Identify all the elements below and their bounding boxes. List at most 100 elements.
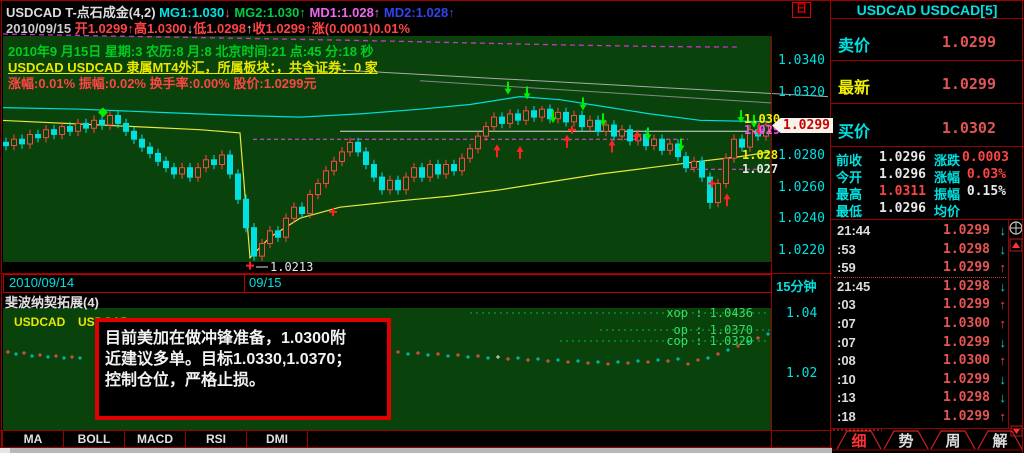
candle-down xyxy=(67,126,73,132)
scroll-up-icon[interactable] xyxy=(1012,242,1020,248)
fib-scatter-mark xyxy=(22,351,26,355)
tick-price: 1.0299 xyxy=(943,409,990,424)
sell-arrow-head xyxy=(737,117,745,124)
fib-scatter-mark xyxy=(716,352,720,356)
fib-scatter-mark xyxy=(676,357,680,361)
candle-up xyxy=(411,167,417,178)
grid-value-2: 0.03% xyxy=(966,167,1006,182)
candle-down xyxy=(3,141,9,147)
candle-up xyxy=(323,170,329,184)
datetime-line: 2010年9 月15日 星期:3 农历:8 月:8 北京时间:21 点:45 分… xyxy=(8,44,374,59)
tick-direction-up-icon: ↑ xyxy=(999,353,1007,368)
title-segment: ↑ xyxy=(299,5,310,20)
tick-row[interactable]: 21:45 1.0298 ↓ xyxy=(833,279,1008,297)
tab-label-解[interactable]: 解 xyxy=(992,432,1007,450)
tab-label-周[interactable]: 周 xyxy=(945,433,960,450)
tick-row[interactable]: :13 1.0298 ↓ xyxy=(833,390,1008,408)
candle-up xyxy=(587,119,593,128)
fib-level-label: op : 1.0370 xyxy=(673,323,753,337)
indicator-button-ma[interactable]: MA xyxy=(23,432,43,446)
tick-price: 1.0298 xyxy=(943,390,990,405)
fib-scatter-mark xyxy=(626,361,630,365)
candle-up xyxy=(603,124,609,132)
title-segment: MD1:1.028 xyxy=(309,5,374,20)
tick-row[interactable]: :18 1.0299 ↑ xyxy=(833,409,1008,427)
candle-down xyxy=(379,176,385,191)
trendline-1-line xyxy=(334,69,828,98)
indicator-button-rsi[interactable]: RSI xyxy=(205,432,226,446)
tick-row[interactable]: :53 1.0298 ↓ xyxy=(833,242,1008,260)
toolbar-top-line xyxy=(0,430,832,431)
tick-row[interactable]: :07 1.0300 ↑ xyxy=(833,316,1008,334)
indicator-button-dmi[interactable]: DMI xyxy=(266,432,288,446)
price-axis-label: 1.0220 xyxy=(778,243,825,258)
daily-period-button[interactable]: 日 xyxy=(792,2,811,18)
quote-value-last: 1.0299 xyxy=(941,75,996,93)
candle-down xyxy=(171,167,177,175)
left-border xyxy=(1,0,2,453)
fib-scatter-mark xyxy=(466,355,470,359)
fib-scatter-mark xyxy=(526,358,530,362)
signal-cross-marker xyxy=(568,125,576,134)
candle-up xyxy=(459,157,465,172)
tick-direction-up-icon: ↑ xyxy=(999,260,1007,275)
price-axis-label: 1.0240 xyxy=(778,211,825,226)
fib-scatter-mark xyxy=(46,355,50,359)
fib-scatter-mark xyxy=(546,359,550,363)
title-segment: T-点石成金(4,2) xyxy=(61,5,160,20)
tab-势[interactable] xyxy=(883,430,929,450)
indicator-button-macd[interactable]: MACD xyxy=(137,432,173,446)
candle-up xyxy=(747,129,753,148)
ohlc-segment: ↓ xyxy=(186,21,194,36)
price-axis-label: 1.0340 xyxy=(778,53,825,68)
candle-down xyxy=(83,122,89,129)
tab-解[interactable] xyxy=(977,430,1023,450)
tick-price: 1.0298 xyxy=(943,242,990,257)
tab-label-细[interactable]: 细 xyxy=(851,432,866,450)
candle-up xyxy=(259,243,265,257)
candle-up xyxy=(555,111,561,120)
candle-down xyxy=(99,119,105,126)
candle-down xyxy=(211,159,217,166)
toolbar-separator xyxy=(185,431,186,447)
fib-scatter-mark xyxy=(696,358,700,362)
tick-direction-down-icon: ↓ xyxy=(999,279,1007,294)
candle-up xyxy=(203,159,209,169)
grid-value: 1.0311 xyxy=(879,184,926,199)
tick-row[interactable]: :10 1.0299 ↓ xyxy=(833,372,1008,390)
toolbar-separator xyxy=(246,431,247,447)
tick-row[interactable]: :08 1.0300 ↑ xyxy=(833,353,1008,371)
candle-up xyxy=(195,167,201,178)
horizontal-scrollbar[interactable] xyxy=(0,448,832,453)
tick-row[interactable]: :07 1.0299 ↓ xyxy=(833,335,1008,353)
scroll-down-icon[interactable] xyxy=(1013,429,1020,434)
tick-row[interactable]: 21:44 1.0299 ↓ xyxy=(833,223,1008,241)
symbol-info-line: USDCAD USDCAD 隶属MT4外汇，所属板块：，共含证券：0 家 xyxy=(8,60,378,75)
indicator-button-boll[interactable]: BOLL xyxy=(77,432,111,446)
fib-scatter-mark xyxy=(456,353,460,357)
tab-周[interactable] xyxy=(930,430,976,450)
main-chart-background[interactable] xyxy=(3,36,771,262)
tick-row[interactable]: :03 1.0299 ↑ xyxy=(833,297,1008,315)
tick-row[interactable]: :59 1.0299 ↑ xyxy=(833,260,1008,278)
candle-up xyxy=(763,124,769,137)
ma-yellow-line xyxy=(3,119,771,260)
candle-up xyxy=(267,230,273,244)
fib-scatter-mark xyxy=(686,362,690,366)
fib-scatter-mark xyxy=(446,354,450,358)
candle-up xyxy=(75,122,81,132)
tab-细[interactable] xyxy=(836,430,882,450)
scrollbar-thumb[interactable] xyxy=(0,448,10,453)
advice-message-box[interactable]: 目前美加在做冲锋准备，1.0300附 近建议多单。目标1.0330,1.0370… xyxy=(95,318,391,420)
ohlc-segment: 2010/09/15 xyxy=(6,21,75,36)
candle-up xyxy=(387,179,393,191)
candle-up xyxy=(571,115,577,123)
tab-label-势[interactable]: 势 xyxy=(898,432,913,450)
candle-down xyxy=(451,164,457,172)
quote-panel-header: USDCAD USDCAD[5] xyxy=(856,2,998,18)
fib-scatter-mark xyxy=(516,356,520,360)
fib-scatter-mark xyxy=(576,359,580,363)
fib-scatter-mark xyxy=(646,360,650,364)
candle-down xyxy=(299,206,305,214)
